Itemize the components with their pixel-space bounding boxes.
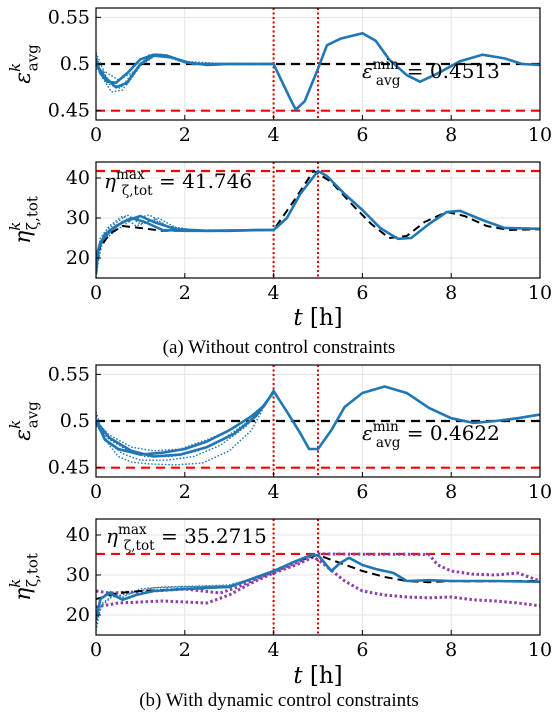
plot-b-bottom: 0 2 4 6 8 10 20 30 40 ηkζ,tot t [h] ηmax ζ,tot = 35.… [6, 518, 552, 689]
ytick-label-2: 0.55 [48, 6, 90, 28]
series-thick-0 [96, 31, 540, 111]
xtick-label-4: 8 [445, 282, 457, 304]
annotation: εmin avg = 0.4622 [362, 419, 500, 451]
caption-b: (b) With dynamic control constraints [139, 690, 419, 711]
series-dotted-4 [96, 393, 275, 452]
xtick-label-3: 6 [356, 124, 368, 146]
caption-a: (a) Without control constraints [163, 337, 396, 358]
ytick-label-1: 0.5 [60, 410, 90, 432]
series-thick-5 [96, 54, 274, 89]
xtick-label-2: 4 [268, 282, 280, 304]
plot-a-bottom: 0 2 4 6 8 10 20 30 40 ηkζ,tot t [h] ηmax ζ,tot = 41.… [6, 161, 552, 331]
xtick-label-3: 6 [356, 639, 368, 661]
ytick-label-0: 0.45 [48, 100, 90, 122]
data-area [96, 8, 540, 120]
series-thick-5 [96, 214, 274, 259]
xtick-label-4: 8 [445, 481, 457, 503]
ytick-label-0: 20 [66, 604, 90, 626]
data-area [96, 162, 540, 278]
xtick-label-3: 6 [356, 282, 368, 304]
series-dotted-1 [96, 54, 274, 93]
xtick-label-1: 2 [179, 481, 191, 503]
ytick-label-0: 20 [66, 247, 90, 269]
annotation: ηmax ζ,tot = 35.2715 [106, 522, 267, 554]
xtick-label-4: 8 [445, 124, 457, 146]
ytick-label-1: 30 [66, 564, 90, 586]
annotation: ηmax ζ,tot = 41.746 [104, 167, 252, 199]
annotation: εmin avg = 0.4513 [362, 57, 500, 89]
xtick-label-1: 2 [179, 124, 191, 146]
xtick-label-2: 4 [268, 481, 280, 503]
xtick-label-5: 10 [528, 639, 552, 661]
ytick-label-0: 0.45 [48, 457, 90, 479]
plot-a-top: 0 2 4 6 8 10 0.45 0.5 0.55 εkavg εmin avg = 0.4513 [6, 6, 552, 146]
ylabel: ηkζ,tot [6, 553, 42, 601]
ylabel: ηkζ,tot [6, 196, 42, 244]
xtick-label-3: 6 [356, 481, 368, 503]
series-thick-3 [96, 553, 540, 620]
xtick-label-2: 4 [268, 639, 280, 661]
xtick-label-5: 10 [528, 481, 552, 503]
axes-frame [95, 161, 541, 279]
axes-frame [95, 518, 541, 636]
ytick-label-2: 40 [66, 524, 90, 546]
data-area [96, 519, 540, 635]
xtick-label-0: 0 [90, 481, 102, 503]
xtick-label-4: 8 [445, 639, 457, 661]
series-dotted-6 [96, 570, 274, 632]
xlabel: t [h] [293, 663, 342, 689]
xtick-label-1: 2 [179, 639, 191, 661]
ytick-label-2: 0.55 [48, 363, 90, 385]
xtick-label-5: 10 [528, 124, 552, 146]
plot-b-top: 0 2 4 6 8 10 0.45 0.5 0.55 εkavg εmin avg = 0.4622 [6, 363, 552, 503]
ytick-label-1: 0.5 [60, 53, 90, 75]
ytick-label-1: 30 [66, 207, 90, 229]
xtick-label-5: 10 [528, 282, 552, 304]
xtick-label-0: 0 [90, 639, 102, 661]
series-thick-5 [96, 391, 275, 458]
xtick-label-0: 0 [90, 124, 102, 146]
series-thick-0 [96, 385, 540, 456]
series-dotted-1 [96, 388, 275, 466]
data-area [96, 365, 540, 477]
ylabel: εkavg [6, 401, 42, 441]
xlabel: t [h] [293, 305, 342, 331]
xtick-label-0: 0 [90, 282, 102, 304]
series-constraint-1 [96, 555, 540, 609]
ylabel: εkavg [6, 44, 42, 84]
ytick-label-2: 40 [66, 167, 90, 189]
xtick-label-1: 2 [179, 282, 191, 304]
xtick-label-2: 4 [268, 124, 280, 146]
